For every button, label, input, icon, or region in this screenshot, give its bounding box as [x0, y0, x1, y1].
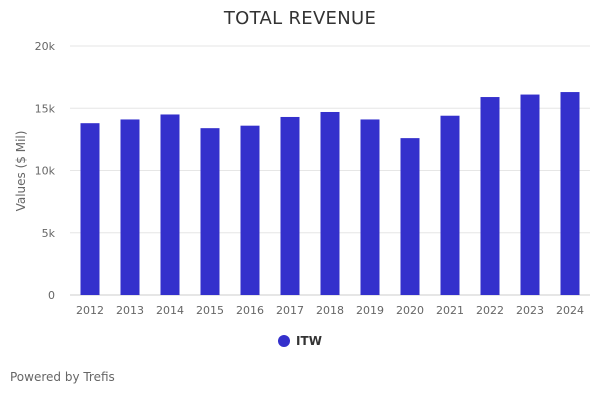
- x-tick-label: 2021: [436, 304, 464, 317]
- x-tick-label: 2020: [396, 304, 424, 317]
- legend-marker-icon[interactable]: [278, 335, 291, 347]
- bar-2022[interactable]: [480, 97, 500, 295]
- x-tick-label: 2019: [356, 304, 384, 317]
- bar-2017[interactable]: [280, 116, 300, 295]
- y-tick-label: 5k: [42, 227, 56, 240]
- x-tick-label: 2024: [556, 304, 584, 317]
- bar-2012[interactable]: [80, 123, 100, 295]
- bar-2018[interactable]: [320, 111, 340, 295]
- powered-by-footer: Powered by Trefis: [10, 370, 115, 384]
- y-axis-ticks: 0 5k 10k 15k 20k: [35, 40, 56, 302]
- x-tick-label: 2015: [196, 304, 224, 317]
- bar-2023[interactable]: [520, 94, 540, 296]
- bar-2014[interactable]: [160, 114, 180, 295]
- y-tick-label: 10k: [35, 165, 56, 178]
- bar-2021[interactable]: [440, 115, 460, 295]
- x-tick-label: 2023: [516, 304, 544, 317]
- x-axis-ticks: 2012 2013 2014 2015 2016 2017 2018 2019 2020 2021…: [76, 304, 584, 317]
- x-tick-label: 2018: [316, 304, 344, 317]
- chart-title: TOTAL REVENUE: [223, 8, 377, 29]
- bar-2013[interactable]: [120, 119, 140, 295]
- legend: ITW: [0, 334, 600, 348]
- bar-2015[interactable]: [200, 128, 220, 295]
- legend-label[interactable]: ITW: [296, 334, 322, 348]
- y-tick-label: 0: [48, 289, 55, 302]
- y-tick-label: 20k: [35, 40, 56, 53]
- x-tick-label: 2014: [156, 304, 184, 317]
- bar-2024[interactable]: [560, 92, 580, 295]
- y-tick-label: 15k: [35, 102, 56, 115]
- x-tick-label: 2013: [116, 304, 144, 317]
- x-tick-label: 2017: [276, 304, 304, 317]
- x-tick-label: 2016: [236, 304, 264, 317]
- bar-2019[interactable]: [360, 119, 380, 295]
- bar-2020[interactable]: [400, 138, 420, 295]
- bar-2016[interactable]: [240, 125, 260, 296]
- bars: [80, 92, 580, 296]
- x-tick-label: 2012: [76, 304, 104, 317]
- y-axis-label: Values ($ Mil): [14, 131, 28, 212]
- x-tick-label: 2022: [476, 304, 504, 317]
